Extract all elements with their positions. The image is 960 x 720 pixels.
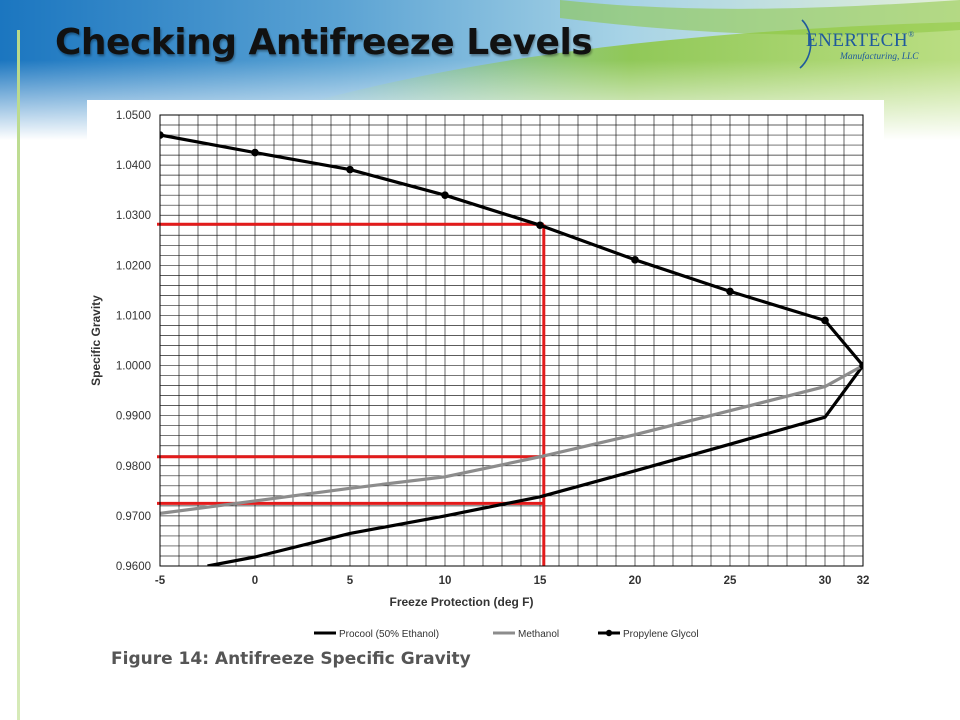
legend-label: Procool (50% Ethanol) xyxy=(339,629,439,640)
series-point-propylene-glycol xyxy=(631,256,639,264)
y-tick-label: 0.9900 xyxy=(116,411,151,423)
guide-lines xyxy=(157,222,546,566)
slide-title: Checking Antifreeze Levels xyxy=(55,22,593,63)
x-tick-label: 20 xyxy=(629,575,642,587)
y-tick-label: 1.0200 xyxy=(116,260,151,272)
y-tick-label: 0.9600 xyxy=(116,561,151,573)
figure-panel: 0.9600 0.9700 0.9800 0.9900 1.0000 1.0100 1.02… xyxy=(87,100,884,680)
x-tick-label: 5 xyxy=(347,575,354,587)
y-axis-label: Specific Gravity xyxy=(89,295,103,386)
x-tick-label: 32 xyxy=(857,575,870,587)
y-tick-label: 1.0100 xyxy=(116,310,151,322)
series-point-propylene-glycol xyxy=(346,165,354,174)
legend-label: Methanol xyxy=(518,629,559,640)
specific-gravity-chart: 0.9600 0.9700 0.9800 0.9900 1.0000 1.0100 1.02… xyxy=(89,110,869,640)
x-tick-label: 10 xyxy=(439,575,452,587)
series-line-propylene-glycol xyxy=(160,133,863,367)
x-tick-label: 30 xyxy=(819,575,832,587)
x-tick-label: 0 xyxy=(252,575,258,587)
x-tick-label: -5 xyxy=(155,575,166,587)
chart-legend: Procool (50% Ethanol) Methanol Propylene G… xyxy=(314,629,699,640)
left-accent-bar xyxy=(17,30,20,720)
y-tick-label: 1.0300 xyxy=(116,210,151,222)
series-point-propylene-glycol xyxy=(160,131,164,139)
series-line-methanol xyxy=(160,364,863,515)
company-logo: ENERTECH® Manufacturing, LLC xyxy=(792,18,942,70)
series-line-procool-50-ethanol xyxy=(207,364,863,566)
figure-caption: Figure 14: Antifreeze Specific Gravity xyxy=(111,649,471,669)
legend-label: Propylene Glycol xyxy=(623,629,699,640)
logo-subtitle: Manufacturing, LLC xyxy=(840,52,919,62)
y-tick-label: 1.0400 xyxy=(116,160,151,172)
series-point-propylene-glycol xyxy=(251,148,259,157)
y-tick-label: 0.9800 xyxy=(116,461,151,473)
series-point-propylene-glycol xyxy=(726,287,734,296)
series-point-propylene-glycol xyxy=(821,316,829,325)
x-tick-label: 25 xyxy=(724,575,737,587)
legend-marker xyxy=(605,629,613,637)
chart-series xyxy=(160,131,863,566)
y-tick-label: 0.9700 xyxy=(116,511,151,523)
y-tick-label: 1.0500 xyxy=(116,110,151,122)
logo-name: ENERTECH® xyxy=(806,30,915,51)
series-point-propylene-glycol xyxy=(859,361,863,370)
x-tick-label: 15 xyxy=(534,575,547,587)
logo-swoosh-icon xyxy=(799,19,812,69)
y-tick-label: 1.0000 xyxy=(116,361,151,373)
chart-axes: 0.9600 0.9700 0.9800 0.9900 1.0000 1.0100 1.02… xyxy=(89,110,869,609)
series-point-propylene-glycol xyxy=(441,191,449,199)
x-axis-label: Freeze Protection (deg F) xyxy=(389,595,533,609)
series-point-propylene-glycol xyxy=(536,221,544,230)
plot-frame xyxy=(159,114,864,567)
